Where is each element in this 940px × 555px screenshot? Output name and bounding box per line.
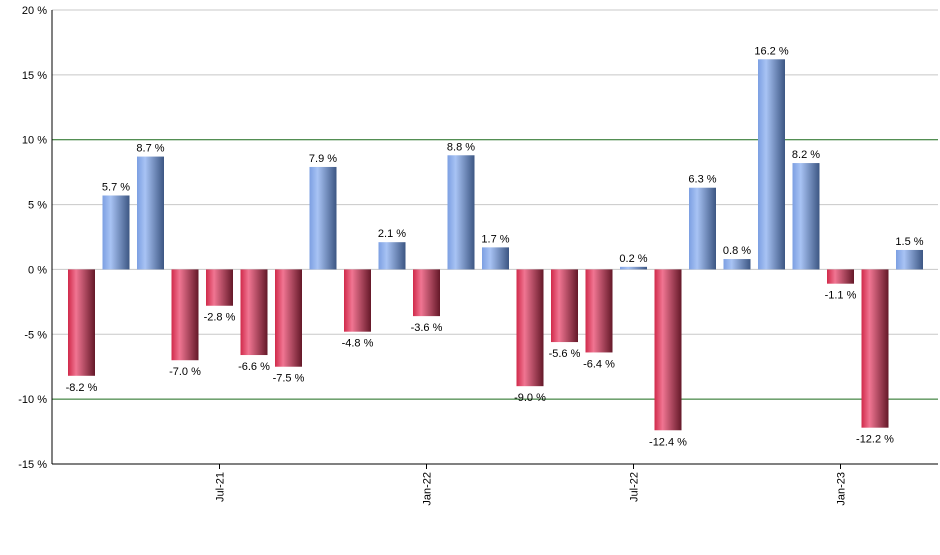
- y-tick-label: 5 %: [28, 200, 47, 212]
- bar: [137, 156, 164, 270]
- data-label: -6.4 %: [583, 358, 615, 370]
- data-label: 1.5 %: [895, 236, 923, 248]
- bar: [240, 269, 268, 356]
- y-tick-label: -5 %: [24, 329, 47, 341]
- bar: [275, 269, 302, 367]
- bar: [102, 195, 130, 270]
- data-label: 8.2 %: [792, 149, 820, 161]
- data-label: -1.1 %: [825, 290, 857, 302]
- bar: [620, 266, 647, 270]
- bar: [723, 259, 751, 270]
- data-label: -8.2 %: [66, 382, 98, 394]
- bar: [654, 269, 682, 431]
- y-tick-label: 10 %: [22, 135, 47, 147]
- bar: [171, 269, 199, 361]
- data-label: -12.4 %: [649, 436, 687, 448]
- bar: [344, 269, 371, 332]
- data-label: -2.8 %: [204, 312, 236, 324]
- data-label: -9.0 %: [514, 392, 546, 404]
- data-label: 1.7 %: [481, 233, 509, 245]
- bar: [447, 155, 475, 270]
- bar: [551, 269, 578, 343]
- data-label: -7.5 %: [273, 373, 305, 385]
- data-label: 16.2 %: [754, 45, 788, 57]
- x-tick-label: Jan-22: [422, 472, 434, 506]
- data-label: 0.8 %: [723, 245, 751, 257]
- data-label: 7.9 %: [309, 153, 337, 165]
- data-label: -3.6 %: [411, 322, 443, 334]
- x-tick-label: Jan-23: [836, 472, 848, 506]
- bar: [378, 242, 406, 270]
- x-tick-label: Jul-21: [215, 472, 227, 502]
- bar: [309, 166, 337, 270]
- y-tick-label: -15 %: [18, 459, 47, 471]
- data-label: 8.8 %: [447, 141, 475, 153]
- bar: [758, 59, 785, 270]
- bar: [68, 269, 95, 376]
- bar: [861, 269, 889, 428]
- bar: [689, 187, 716, 270]
- bar: [482, 247, 509, 270]
- bar: [413, 269, 440, 317]
- y-tick-label: 15 %: [22, 70, 47, 82]
- data-label: 8.7 %: [136, 143, 164, 155]
- data-label: 5.7 %: [102, 181, 130, 193]
- x-tick-label: Jul-22: [629, 472, 641, 502]
- data-label: 6.3 %: [688, 174, 716, 186]
- y-tick-label: 0 %: [28, 264, 47, 276]
- data-label: -6.6 %: [238, 361, 270, 373]
- bar: [206, 269, 233, 306]
- data-label: 0.2 %: [619, 253, 647, 265]
- bar: [516, 269, 544, 387]
- bar: [792, 163, 820, 270]
- data-label: -12.2 %: [856, 434, 894, 446]
- bar: [896, 249, 923, 270]
- bar: [585, 269, 613, 353]
- bar: [827, 269, 854, 284]
- data-label: 2.1 %: [378, 228, 406, 240]
- data-label: -5.6 %: [549, 348, 581, 360]
- data-label: -4.8 %: [342, 338, 374, 350]
- data-label: -7.0 %: [169, 366, 201, 378]
- y-tick-label: -10 %: [18, 394, 47, 406]
- y-tick-label: 20 %: [22, 5, 47, 17]
